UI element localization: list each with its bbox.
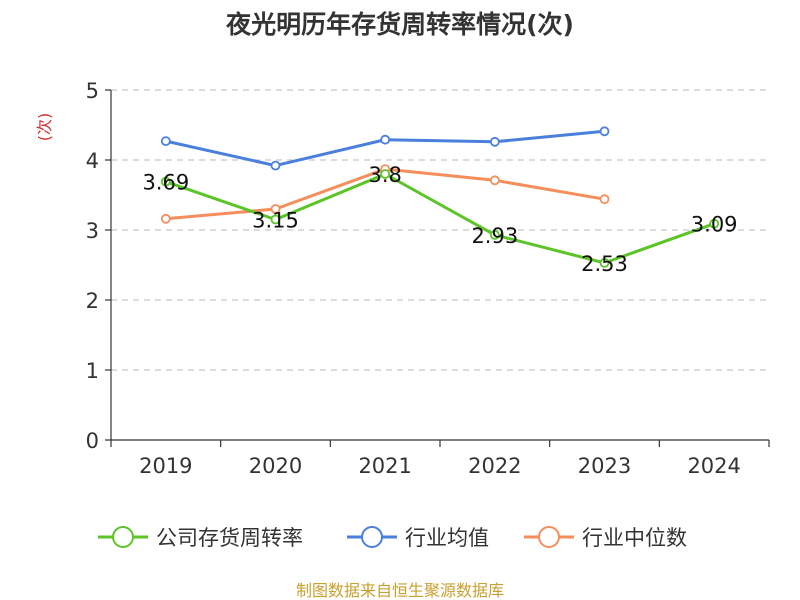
x-tick-label: 2021 — [358, 454, 411, 478]
x-tick-label: 2022 — [468, 454, 521, 478]
axes: 0 1 2 3 4 5 2019 2020 2021 2022 2023 2024 — [86, 79, 770, 478]
data-label: 2.53 — [581, 252, 628, 276]
legend-marker — [361, 526, 383, 548]
data-labels: 3.69 3.15 3.8 2.93 2.53 3.09 — [142, 163, 737, 276]
y-tick-label: 5 — [86, 79, 99, 103]
legend-marker — [112, 526, 134, 548]
data-point[interactable] — [489, 175, 500, 186]
y-tick-label: 3 — [86, 219, 99, 243]
data-point[interactable] — [489, 136, 500, 147]
series-lines — [160, 126, 720, 268]
chart-title: 夜光明历年存货周转率情况(次) — [225, 10, 574, 39]
legend-item[interactable]: 公司存货周转率 — [98, 526, 303, 550]
data-point[interactable] — [270, 160, 281, 171]
data-point[interactable] — [160, 176, 171, 187]
data-point[interactable] — [599, 194, 610, 205]
x-tick-label: 2019 — [139, 454, 192, 478]
data-point[interactable] — [709, 218, 720, 229]
y-tick-label: 1 — [86, 359, 99, 383]
y-tick-label: 4 — [86, 149, 99, 173]
data-point[interactable] — [380, 169, 391, 179]
data-point[interactable] — [160, 213, 171, 224]
data-point[interactable] — [380, 134, 391, 145]
source-note: 制图数据来自恒生聚源数据库 — [296, 581, 504, 600]
series-1 — [160, 126, 610, 171]
series-line — [165, 172, 715, 265]
series-0 — [160, 169, 720, 268]
legend-label: 公司存货周转率 — [156, 526, 303, 550]
data-point[interactable] — [270, 204, 281, 214]
data-label: 2.93 — [471, 224, 518, 248]
y-axis-label: (次) — [35, 113, 54, 142]
legend-item[interactable]: 行业中位数 — [524, 526, 687, 550]
grid-lines — [111, 89, 769, 371]
data-point[interactable] — [599, 257, 610, 268]
legend-label: 行业均值 — [405, 526, 489, 550]
x-tick-label: 2020 — [249, 454, 302, 478]
data-label: 3.8 — [368, 163, 401, 187]
legend-marker — [538, 526, 560, 548]
data-point[interactable] — [599, 126, 610, 137]
y-tick-label: 2 — [86, 289, 99, 313]
legend[interactable]: 公司存货周转率 行业均值 行业中位数 — [98, 526, 687, 550]
data-point[interactable] — [160, 136, 171, 147]
data-label: 3.15 — [252, 209, 299, 233]
x-tick-label: 2023 — [578, 454, 631, 478]
data-point[interactable] — [270, 214, 281, 225]
data-label: 3.09 — [691, 213, 738, 237]
x-tick-label: 2024 — [687, 454, 740, 478]
legend-item[interactable]: 行业均值 — [347, 526, 489, 550]
data-point[interactable] — [489, 229, 500, 240]
y-tick-label: 0 — [86, 429, 99, 453]
legend-label: 行业中位数 — [582, 526, 687, 550]
data-label: 3.69 — [142, 171, 189, 195]
